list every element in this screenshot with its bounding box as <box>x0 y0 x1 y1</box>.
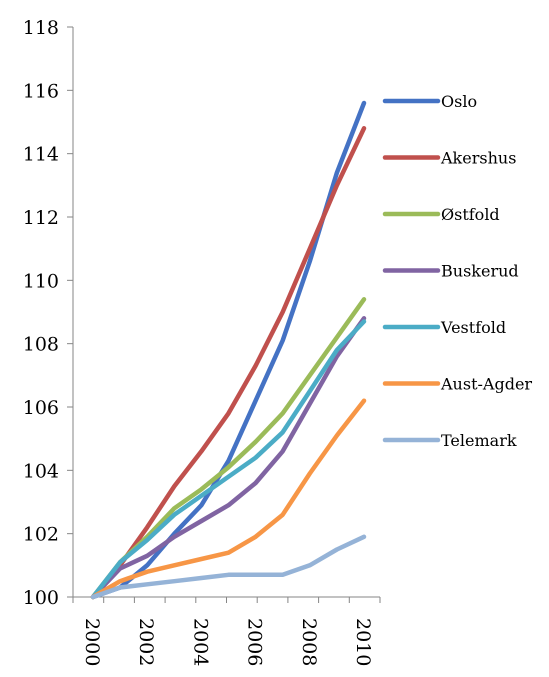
legend-label: Akershus <box>440 149 516 168</box>
chart-axes: 100 102 104 106 108 110 112 114 116 118 2000 2002 20… <box>23 17 381 666</box>
legend-label: Aust-Agder <box>440 375 532 394</box>
series-line-buskerud <box>90 316 367 600</box>
series-line-telemark <box>90 534 367 600</box>
legend-label: Oslo <box>441 92 477 111</box>
x-tick-label: 2008 <box>298 618 320 666</box>
series-line-akershus <box>90 126 367 600</box>
legend-label: Telemark <box>441 431 517 450</box>
series-line-vestfold <box>90 319 367 600</box>
y-tick-label: 114 <box>23 144 59 166</box>
y-tick-label: 112 <box>23 207 59 229</box>
y-tick-label: 116 <box>23 80 59 102</box>
x-tick-label: 2002 <box>135 618 157 666</box>
y-tick-label: 108 <box>23 334 59 356</box>
chart-legend: Oslo Akershus Østfold Buskerud Vestfold Aust-… <box>382 92 532 450</box>
legend-label: Østfold <box>441 205 500 224</box>
x-tick-label: 2006 <box>244 618 266 666</box>
legend-label: Buskerud <box>441 262 519 281</box>
y-tick-label: 110 <box>23 270 59 292</box>
x-tick-label: 2000 <box>81 618 103 666</box>
legend-label: Vestfold <box>440 318 506 337</box>
y-tick-label: 104 <box>23 460 59 482</box>
y-tick-label: 118 <box>23 17 59 39</box>
series-line-aust-agder <box>90 398 367 600</box>
series-line-oslo <box>90 100 367 600</box>
y-tick-label: 106 <box>23 397 59 419</box>
y-tick-label: 100 <box>23 587 59 609</box>
y-tick-label: 102 <box>23 524 59 546</box>
x-tick-label: 2010 <box>352 618 374 666</box>
x-tick-label: 2004 <box>189 618 211 666</box>
chart-series-lines <box>90 100 367 600</box>
